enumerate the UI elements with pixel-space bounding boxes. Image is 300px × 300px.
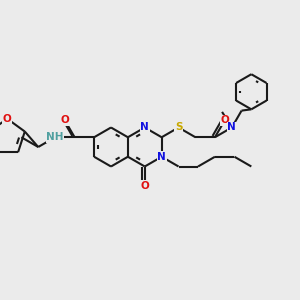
Text: O: O xyxy=(61,116,69,125)
Text: O: O xyxy=(3,114,12,124)
Text: NH: NH xyxy=(46,132,64,142)
Text: N: N xyxy=(227,122,236,133)
Text: O: O xyxy=(220,116,229,125)
Text: N: N xyxy=(157,152,166,162)
Text: S: S xyxy=(175,122,182,133)
Text: N: N xyxy=(140,122,149,133)
Text: O: O xyxy=(140,181,149,191)
